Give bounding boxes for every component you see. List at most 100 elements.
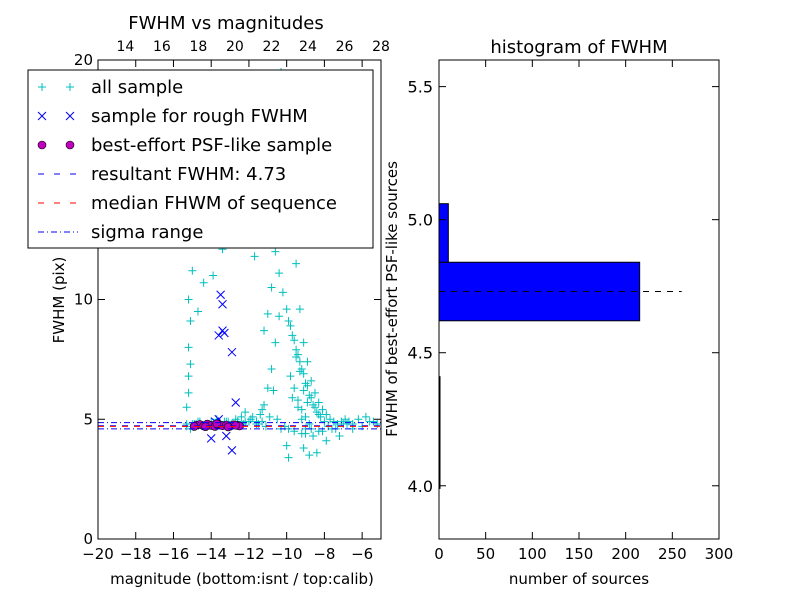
legend-label: sample for rough FWHM [91,106,308,127]
y-tick-label: 20 [74,51,93,69]
plus-marker [365,417,374,426]
plus-marker [246,415,255,424]
y-tick-label: 4.0 [408,477,433,496]
plus-marker [320,417,329,426]
top-tick-label: 18 [190,39,208,55]
histogram-y-ticks: 4.0 4.5 5.0 5.5 [408,78,719,496]
plus-marker [310,403,319,412]
x-marker [206,434,216,443]
histogram-panel: histogram of FWHM 0 50 100 150 200 250 300 4.0… [383,37,733,588]
x-tick-label: 0 [434,545,444,563]
plus-marker [295,367,304,376]
legend-circle-marker [65,140,75,150]
plus-marker [288,331,297,340]
plus-marker [188,266,197,275]
plus-marker [299,338,308,347]
plus-marker [284,317,293,326]
plus-marker [288,393,297,402]
top-tick-label: 20 [226,39,244,55]
plus-marker [322,410,331,419]
plus-marker [303,357,312,366]
plus-marker [258,417,267,426]
x-tick-label: −14 [195,545,227,563]
plus-marker [310,388,319,397]
x-marker [227,446,237,455]
scatter-y-axis-label: FWHM (pix) [50,257,68,344]
x-marker [231,398,241,407]
plus-marker [184,372,193,381]
scatter-bottom-ticks: −20 −18 −16 −14 −12 −10 −8 −6 [82,60,373,563]
plus-marker [305,420,314,429]
x-tick-label: 100 [518,545,547,563]
legend-plus-marker [38,83,46,91]
x-tick-label: 200 [611,545,640,563]
plus-marker [286,372,295,381]
x-tick-label: 250 [658,545,687,563]
histogram-y-axis-label: FWHM of best-effort PSF-like sources [383,161,401,437]
histogram-title: histogram of FWHM [490,37,667,58]
x-marker [220,328,229,338]
scatter-panel: FWHM vs magnitudes −20 −18 −16 −14 −12 −10 −8−… [27,13,390,588]
x-tick-label: −20 [82,545,114,563]
x-marker [227,347,237,357]
plus-marker [263,309,272,318]
legend-circle-marker [37,140,47,150]
x-tick-label: −10 [271,545,303,563]
plus-marker [284,453,293,462]
plus-marker [297,415,306,424]
histogram-x-ticks: 0 50 100 150 200 250 300 [434,60,733,563]
legend-frame [27,69,374,249]
plus-marker [186,317,195,326]
legend-label: median FHWM of sequence [91,193,337,214]
legend-entry: median FHWM of sequence [38,193,337,214]
legend-x-marker [37,111,47,121]
plus-marker [184,295,193,304]
plus-marker [241,408,250,417]
top-tick-label: 16 [153,39,171,55]
scatter-y-ticks: 0 5 10 20 [74,51,381,548]
plus-marker [305,451,314,460]
plus-marker [186,360,195,369]
plus-marker [267,364,276,373]
plus-marker [260,326,269,335]
top-tick-label: 22 [263,39,281,55]
x-marker [216,290,225,300]
legend-label: all sample [91,77,183,98]
y-tick-label: 10 [74,291,93,309]
x-tick-label: −8 [313,545,335,563]
x-tick-label: 50 [476,545,495,563]
x-tick-label: 300 [705,545,734,563]
legend-entry: sigma range [38,222,203,243]
plus-marker [295,357,304,366]
x-tick-label: −12 [233,545,265,563]
top-tick-label: 26 [336,39,354,55]
plus-marker [184,343,193,352]
plus-marker [258,405,267,414]
scatter-reference-lines [98,422,381,430]
plus-marker [293,396,302,405]
plus-marker [312,448,321,457]
x-tick-label: −16 [158,545,190,563]
plus-marker [301,429,310,438]
top-tick-label: 14 [116,39,134,55]
x-marker [214,331,224,340]
plus-marker [250,252,259,261]
plus-marker [271,338,280,347]
plus-marker [299,386,308,395]
legend-label: sigma range [91,222,203,243]
legend-entries: all sample sample for rough FWHM best-effo… [37,77,337,243]
y-tick-label: 5 [83,410,93,428]
plus-marker [314,410,323,419]
top-tick-label: 28 [372,39,390,55]
plus-marker [293,403,302,412]
legend-entry: sample for rough FWHM [37,106,308,127]
plus-marker [241,417,250,426]
legend-entry: resultant FWHM: 4.73 [38,164,286,185]
plus-marker [299,443,308,452]
plus-marker [267,283,276,292]
plus-marker [307,376,316,385]
legend-label: resultant FWHM: 4.73 [91,164,286,185]
scatter-top-ticks: 14 16 18 20 22 24 26 28 [116,39,389,55]
plus-marker [318,405,327,414]
plus-marker [295,305,304,314]
